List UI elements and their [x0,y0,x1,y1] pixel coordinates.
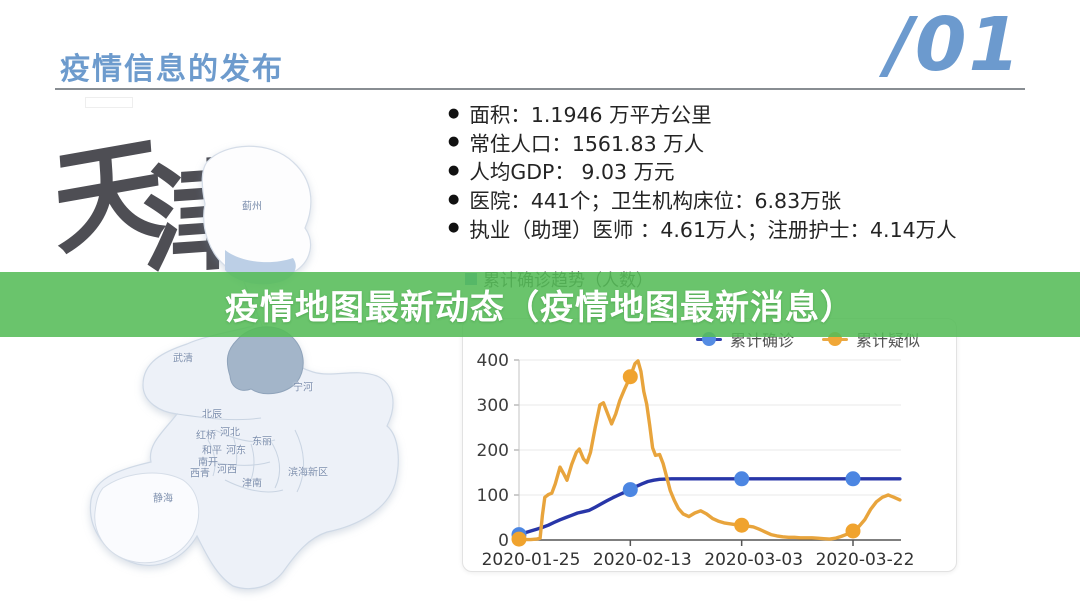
district-label: 南开 [198,457,218,469]
series-marker [622,482,638,498]
map-district-borders [176,413,305,493]
district-label: 宁河 [293,382,313,394]
series-marker [845,523,861,539]
series-marker [845,471,861,487]
chart-card: 累计确诊 累计疑似 0 100 200 300 400 2020-01-25 2020-02-… [462,318,957,572]
stat-text: 人均GDP： 9.03 万元 [469,160,675,185]
stat-item: ● 面积：1.1946 万平方公里 [448,99,957,128]
district-label: 滨海新区 [288,467,328,479]
district-label: 静海 [153,493,173,505]
district-label: 武清 [173,353,193,365]
stats-list: ● 面积：1.1946 万平方公里 ● 常住人口：1561.83 万人 ● 人均GDP： … [448,99,957,242]
district-label: 和平 [202,445,222,457]
series-marker [734,471,750,487]
stat-item: ● 医院：441个；卫生机构床位：6.83万张 [448,185,957,214]
page-title: 疫情信息的发布 [60,52,284,87]
series-line [517,359,902,542]
bullet-icon: ● [448,134,460,150]
district-label: 蓟州 [242,201,262,213]
section-number: /01 [885,2,1022,88]
district-label: 河西 [217,464,237,476]
header-divider [55,88,1025,90]
stat-text: 面积：1.1946 万平方公里 [469,103,712,128]
x-tick-label: 2020-02-13 [593,550,692,570]
series-line [517,477,902,537]
y-tick-label: 300 [477,396,509,416]
stat-text: 医院：441个；卫生机构床位：6.83万张 [469,189,842,214]
district-label: 河东 [226,445,246,457]
bullet-icon: ● [448,220,460,236]
tianjin-map: 蓟州武清宁河北辰红桥 河北和平 河东 东丽南开 西青 河西 津南 滨海新区静海 [65,100,410,590]
district-label: 津南 [242,478,262,490]
stat-text: 执业（助理）医师 ：4.61万人；注册护士：4.14万人 [469,217,957,242]
bullet-icon: ● [448,162,460,178]
series-marker [734,517,750,533]
trend-chart-svg: 0 100 200 300 400 2020-01-25 2020-02-13 2020-03… [477,351,915,570]
map-district-jinghai [94,472,200,564]
bullet-icon: ● [448,105,460,121]
district-label: 西青 [190,468,210,480]
series-marker [622,369,638,385]
x-tick-label: 2020-01-25 [482,550,581,570]
news-banner-text: 疫情地图最新动态（疫情地图最新消息） [225,288,855,328]
district-label: 东丽 [252,436,272,448]
bullet-icon: ● [448,191,460,207]
stat-item: ● 常住人口：1561.83 万人 [448,128,957,157]
news-banner: 疫情地图最新动态（疫情地图最新消息） [0,272,1080,337]
district-label: 红桥 [196,430,216,442]
x-tick-label: 2020-03-03 [704,550,803,570]
district-label: 河北 [220,427,240,439]
stat-text: 常住人口：1561.83 万人 [469,131,705,156]
y-tick-label: 0 [498,531,509,551]
y-tick-label: 400 [477,351,509,371]
y-tick-label: 100 [477,486,509,506]
series-marker [511,531,527,547]
district-label: 北辰 [202,409,222,421]
map-district-jizhou [201,145,312,281]
stat-item: ● 人均GDP： 9.03 万元 [448,156,957,185]
map-graphic [89,145,399,590]
x-tick-label: 2020-03-22 [816,550,915,570]
faded-stamp [85,97,133,108]
y-tick-label: 200 [477,441,509,461]
stat-item: ● 执业（助理）医师 ：4.61万人；注册护士：4.14万人 [448,213,957,242]
